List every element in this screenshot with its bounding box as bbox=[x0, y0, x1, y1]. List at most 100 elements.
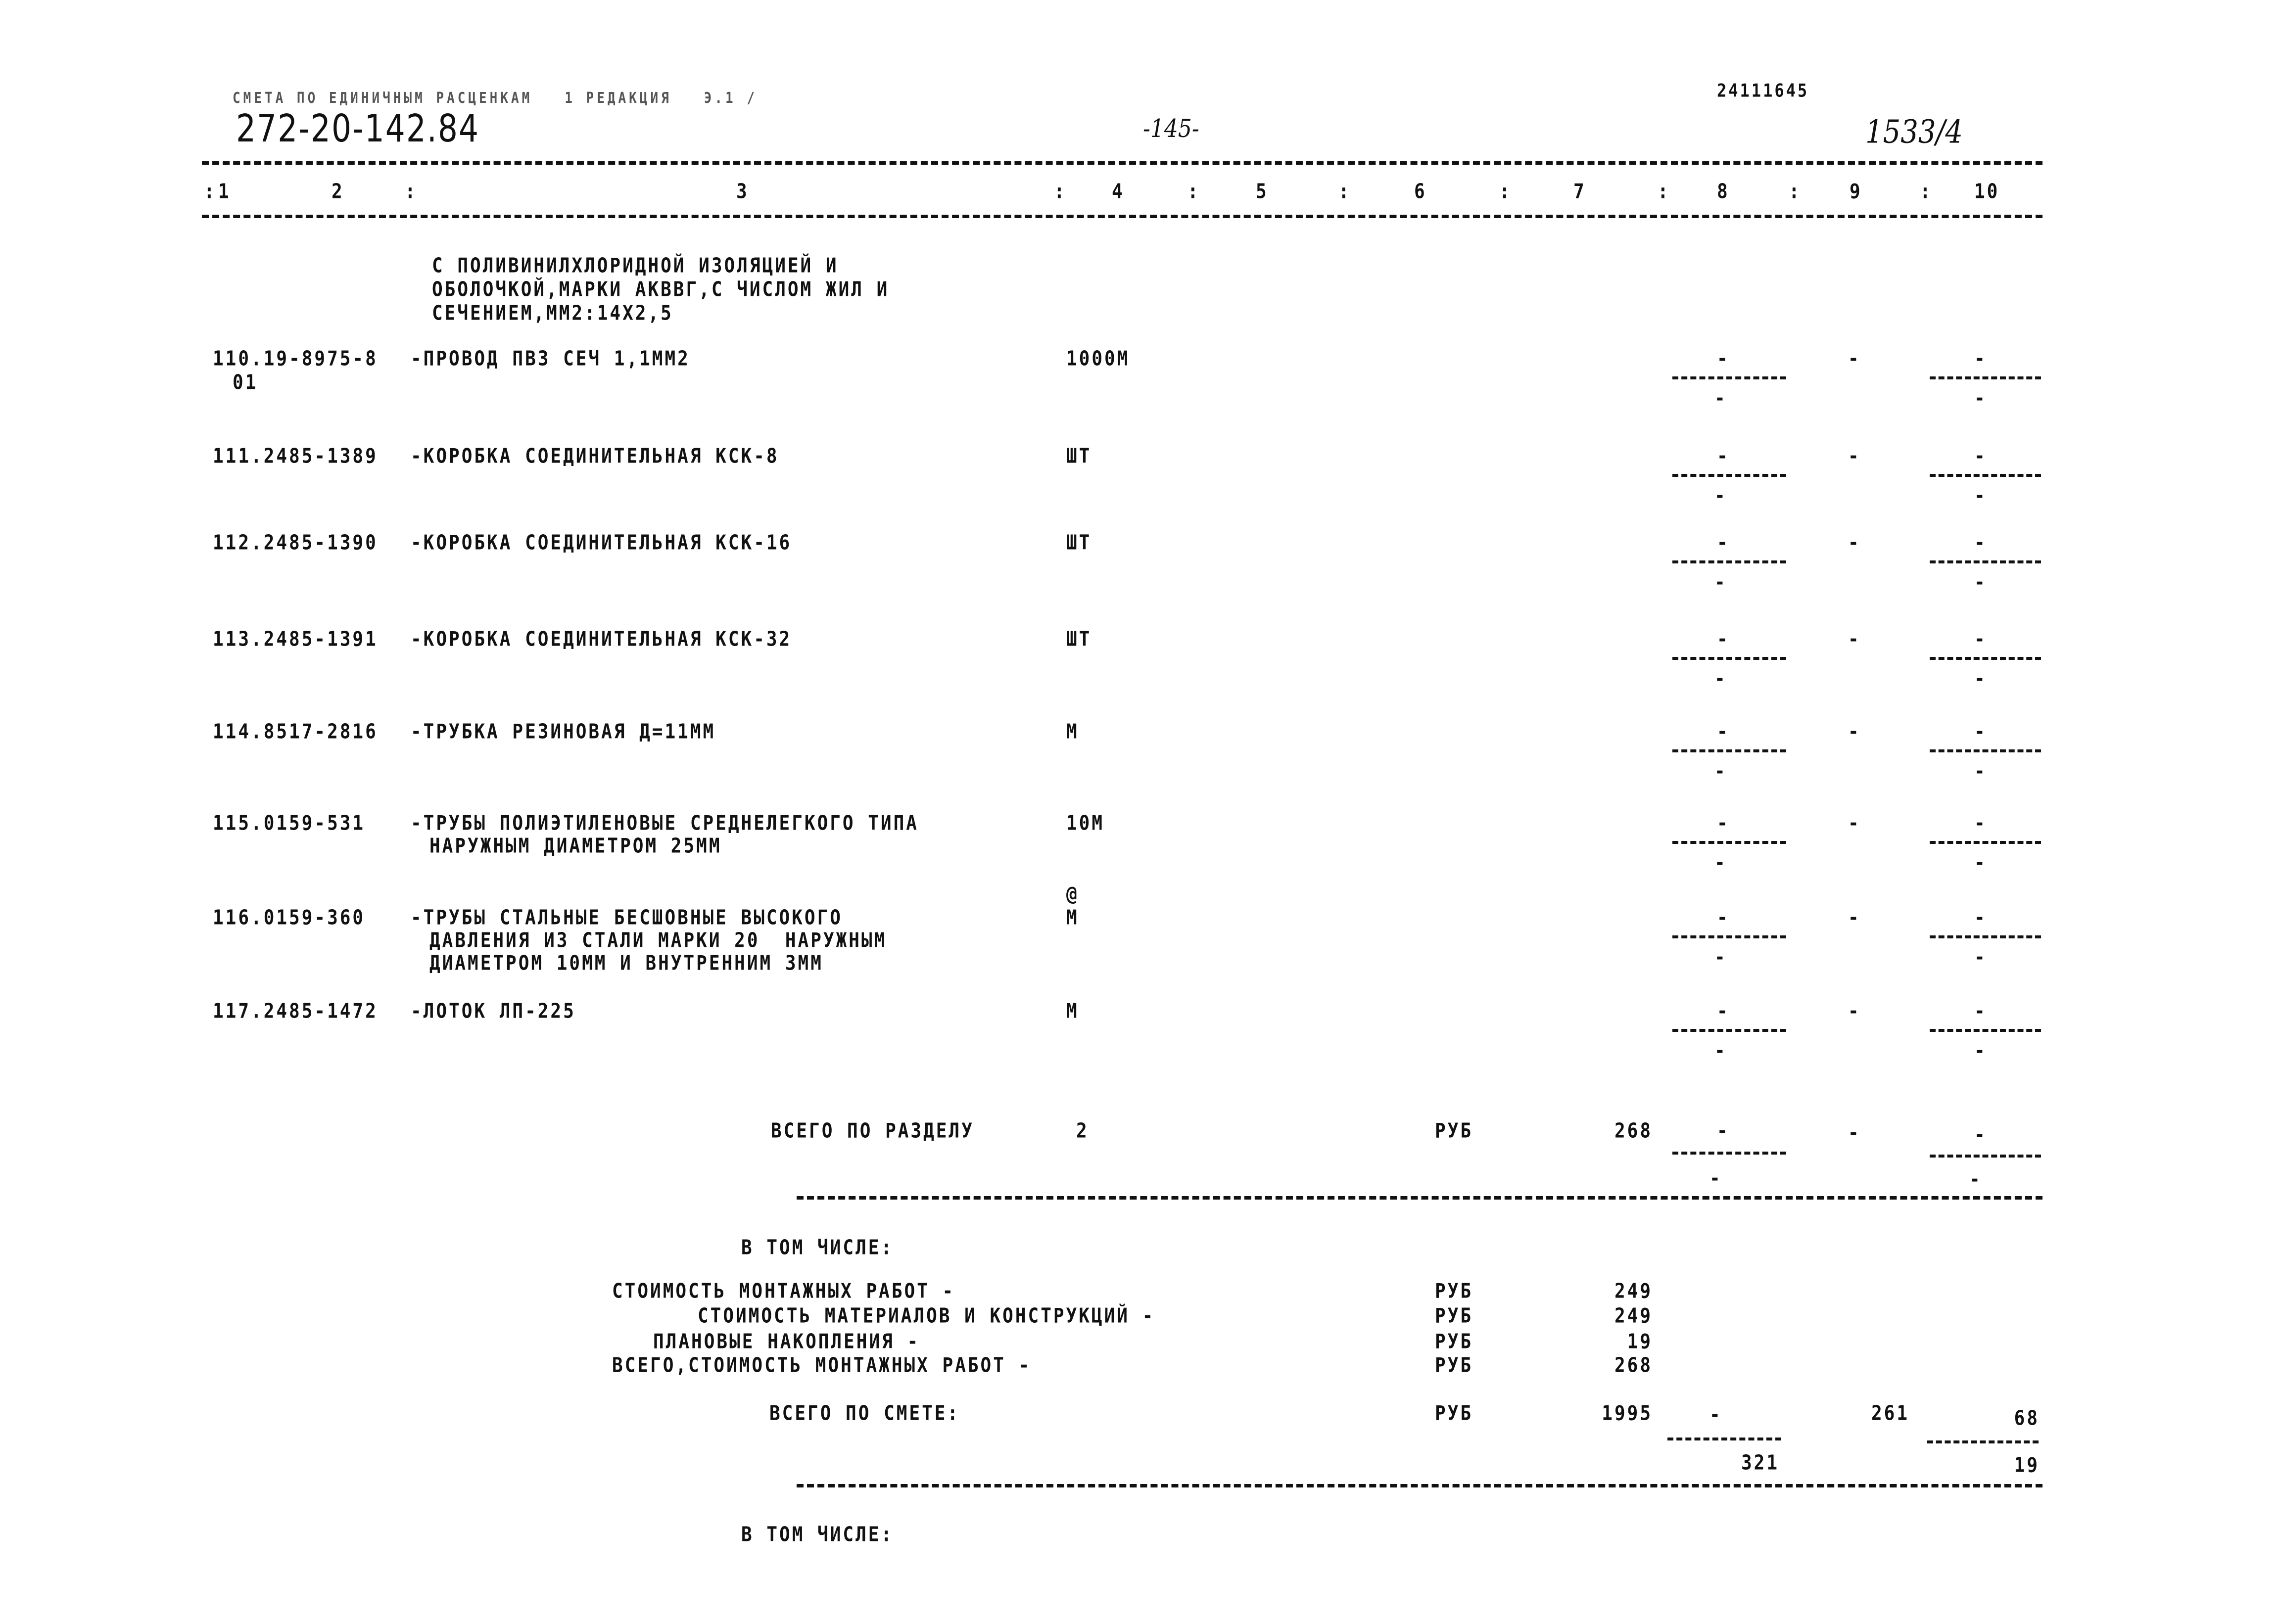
col10-subrule bbox=[1930, 376, 2041, 379]
col8-subrule bbox=[1667, 1438, 1781, 1440]
item-description: -ПРОВОД ПВЗ СЕЧ 1,1ММ2 bbox=[411, 347, 690, 371]
section-total-col10: - bbox=[1974, 1123, 1987, 1147]
column-separator: : bbox=[1658, 180, 1670, 203]
item-code: 117.2485-1472 bbox=[213, 999, 378, 1023]
col8-sub-dash: - bbox=[1714, 667, 1727, 691]
column-header-7: 7 bbox=[1573, 180, 1586, 203]
col10-subrule bbox=[1930, 560, 2041, 563]
faded-header-line: СМЕТА ПО ЕДИНИЧНЫМ РАСЦЕНКАМ 1 РЕДАКЦИЯ … bbox=[233, 90, 758, 107]
col10-subrule bbox=[1930, 657, 2041, 660]
col10-sub-dash: - bbox=[1974, 484, 1987, 508]
col10-subrule bbox=[1930, 935, 2041, 938]
col10-sub-dash: - bbox=[1974, 759, 1987, 783]
breakdown-currency: РУБ bbox=[1435, 1304, 1473, 1328]
including-label: В ТОМ ЧИСЛЕ: bbox=[741, 1236, 894, 1259]
item-code: 111.2485-1389 bbox=[213, 444, 378, 468]
page-number: -145- bbox=[1143, 114, 1199, 143]
section-total-label: ВСЕГО ПО РАЗДЕЛУ bbox=[771, 1119, 974, 1143]
item-col8: - bbox=[1717, 811, 1730, 835]
col10-sub-dash: - bbox=[1974, 570, 1987, 594]
item-col10: - bbox=[1974, 531, 1987, 555]
item-description: -ТРУБЫ ПОЛИЭТИЛЕНОВЫЕ СРЕДНЕЛЕГКОГО ТИПА bbox=[411, 811, 919, 835]
col10-subrule bbox=[1930, 474, 2041, 477]
section-number: 2 bbox=[1076, 1119, 1089, 1143]
col8-sub-dash: - bbox=[1714, 1039, 1727, 1063]
col10-sub-dash: - bbox=[1974, 851, 1987, 875]
item-col8: - bbox=[1717, 531, 1730, 555]
section-total-value: 268 bbox=[1614, 1119, 1653, 1143]
item-code: 113.2485-1391 bbox=[213, 627, 378, 651]
item-code: 116.0159-360 bbox=[213, 906, 366, 929]
estimate-total-rule bbox=[797, 1484, 2042, 1487]
item-description: ДИАМЕТРОМ 10ММ И ВНУТРЕННИМ 3ММ bbox=[429, 951, 823, 975]
breakdown-label: ПЛАНОВЫЕ НАКОПЛЕНИЯ - bbox=[653, 1330, 920, 1353]
breakdown-value: 249 bbox=[1614, 1304, 1653, 1328]
item-col8: - bbox=[1717, 906, 1730, 929]
breakdown-value: 19 bbox=[1627, 1330, 1653, 1353]
header-top-rule bbox=[202, 161, 2042, 165]
item-code: 112.2485-1390 bbox=[213, 531, 378, 555]
column-separator: : bbox=[1187, 180, 1200, 203]
breakdown-label: СТОИМОСТЬ МАТЕРИАЛОВ И КОНСТРУКЦИЙ - bbox=[698, 1304, 1155, 1328]
item-description: -КОРОБКА СОЕДИНИТЕЛЬНАЯ КСК-8 bbox=[411, 444, 779, 468]
column-separator: : bbox=[1338, 180, 1351, 203]
col8-sub-dash: - bbox=[1709, 1166, 1722, 1190]
item-col10: - bbox=[1974, 999, 1987, 1023]
estimate-total-label: ВСЕГО ПО СМЕТЕ: bbox=[769, 1401, 960, 1425]
estimate-total-col9: 261 bbox=[1871, 1401, 1909, 1425]
col8-subrule bbox=[1672, 1152, 1786, 1155]
col8-subrule bbox=[1672, 376, 1786, 379]
item-col9: - bbox=[1848, 444, 1861, 468]
breakdown-currency: РУБ bbox=[1435, 1330, 1473, 1353]
item-unit: 1000М bbox=[1066, 347, 1130, 371]
col10-subrule bbox=[1927, 1440, 2039, 1443]
estimate-total-col10: 68 bbox=[2014, 1406, 2040, 1430]
section-total-col8: - bbox=[1717, 1119, 1730, 1143]
col10-subrule bbox=[1930, 1029, 2041, 1032]
item-col8: - bbox=[1717, 627, 1730, 651]
section-total-rule bbox=[797, 1196, 2042, 1200]
item-col10: - bbox=[1974, 720, 1987, 743]
column-separator: : bbox=[1789, 180, 1802, 203]
item-unit: 10М bbox=[1066, 811, 1105, 835]
col8-subrule bbox=[1672, 749, 1786, 752]
estimate-total-value: 1995 bbox=[1602, 1401, 1653, 1425]
col10-sub-dash: - bbox=[1974, 667, 1987, 691]
col10-sub-dash: - bbox=[1974, 1039, 1987, 1063]
item-unit: М bbox=[1066, 906, 1079, 929]
header-bottom-rule bbox=[202, 215, 2042, 218]
item-description: НАРУЖНЫМ ДИАМЕТРОМ 25ММ bbox=[429, 834, 722, 858]
breakdown-value: 268 bbox=[1614, 1353, 1653, 1377]
estimate-total-col8-below: 321 bbox=[1741, 1451, 1779, 1475]
column-header-10: 10 bbox=[1974, 180, 2000, 203]
column-header-8: 8 bbox=[1717, 180, 1730, 203]
item-col8: - bbox=[1717, 999, 1730, 1023]
item-description: -ЛОТОК ЛП-225 bbox=[411, 999, 576, 1023]
col10-subrule bbox=[1930, 841, 2041, 844]
column-header-3: 3 bbox=[736, 180, 749, 203]
intro-line: ОБОЛОЧКОЙ,МАРКИ АКВВГ,С ЧИСЛОМ ЖИЛ И bbox=[432, 278, 890, 301]
col8-sub-dash: - bbox=[1714, 759, 1727, 783]
including-label-2: В ТОМ ЧИСЛЕ: bbox=[741, 1523, 894, 1546]
unit-mark: @ bbox=[1066, 882, 1079, 906]
column-separator: : bbox=[405, 180, 418, 203]
item-col9: - bbox=[1848, 811, 1861, 835]
item-col10: - bbox=[1974, 347, 1987, 371]
col8-sub-dash: - bbox=[1714, 386, 1727, 410]
col8-subrule bbox=[1672, 841, 1786, 844]
item-description: -ТРУБЫ СТАЛЬНЫЕ БЕСШОВНЫЕ ВЫСОКОГО bbox=[411, 906, 843, 929]
item-col9: - bbox=[1848, 531, 1861, 555]
estimate-total-col10-below: 19 bbox=[2014, 1453, 2040, 1477]
document-id: 272-20-142.84 bbox=[236, 106, 480, 151]
breakdown-value: 249 bbox=[1614, 1279, 1653, 1303]
item-col9: - bbox=[1848, 906, 1861, 929]
item-code-suffix: 01 bbox=[233, 371, 258, 394]
item-description: -КОРОБКА СОЕДИНИТЕЛЬНАЯ КСК-32 bbox=[411, 627, 792, 651]
item-col10: - bbox=[1974, 627, 1987, 651]
item-unit: М bbox=[1066, 999, 1079, 1023]
col10-sub-dash: - bbox=[1969, 1167, 1982, 1191]
estimate-total-col8: - bbox=[1709, 1403, 1722, 1427]
section-total-col9: - bbox=[1848, 1121, 1861, 1145]
intro-line: СЕЧЕНИЕМ,ММ2:14Х2,5 bbox=[432, 301, 673, 325]
